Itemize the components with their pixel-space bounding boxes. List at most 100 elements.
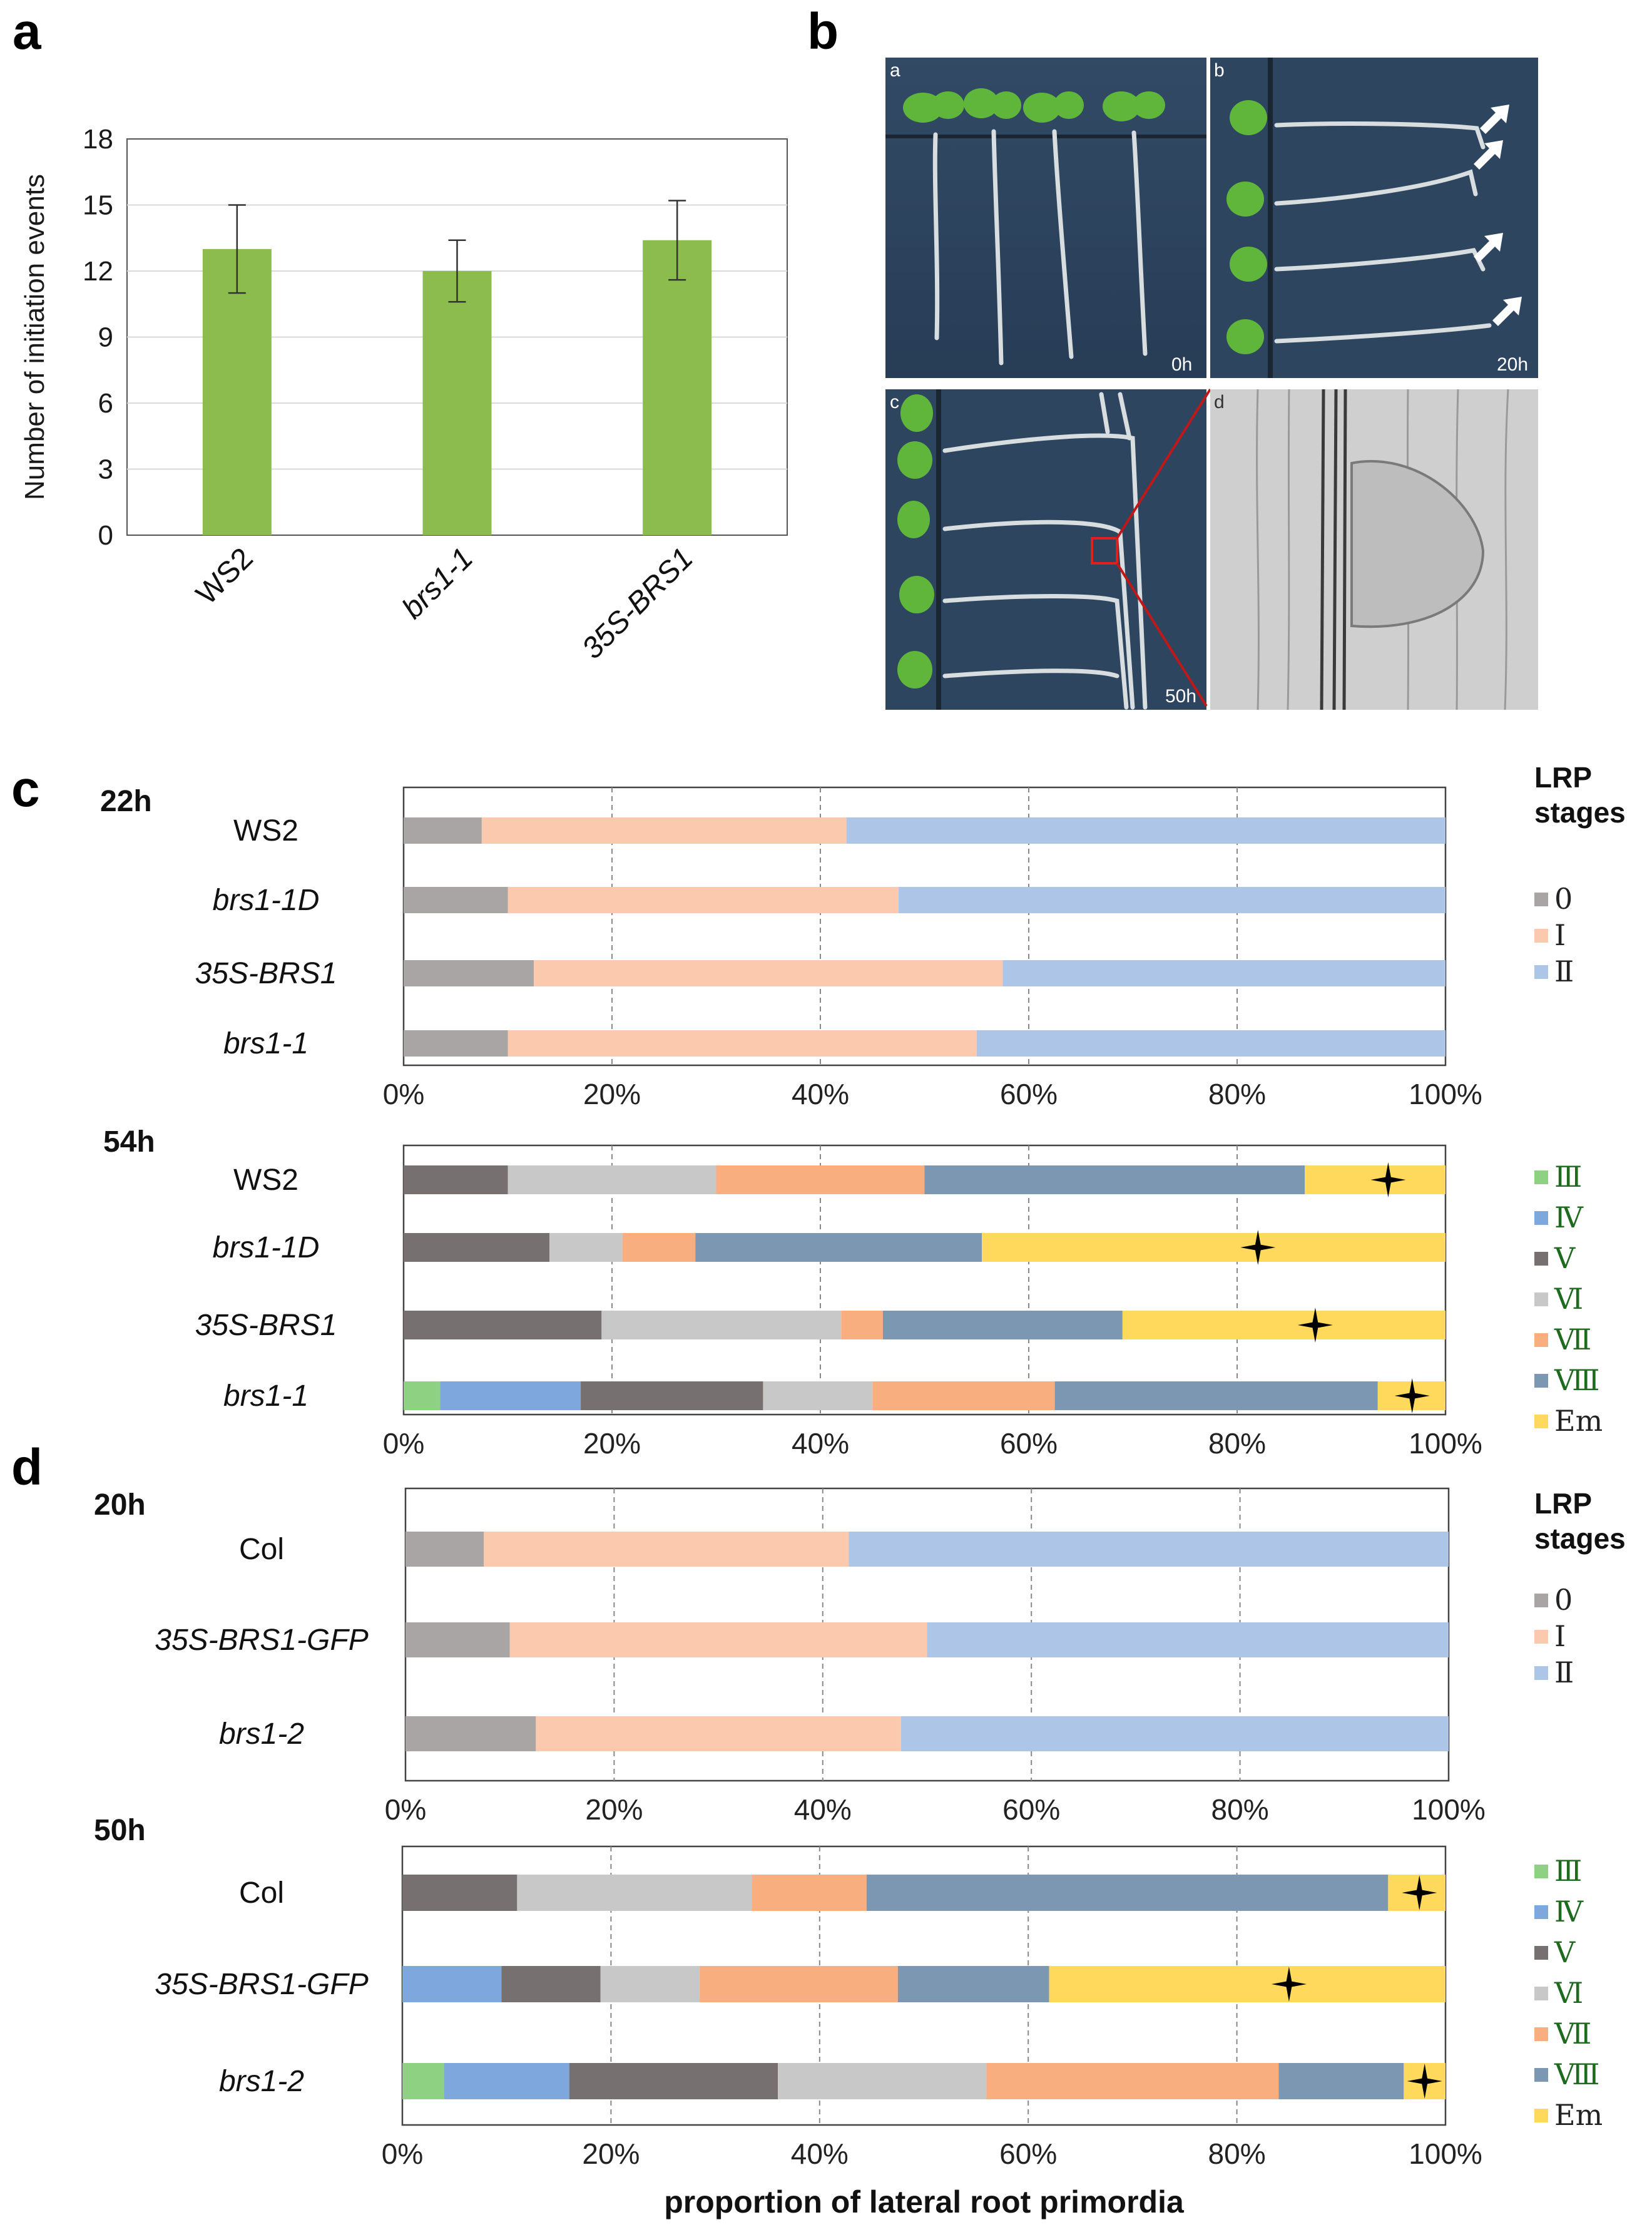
x-tick-label: 80% (1208, 1427, 1266, 1460)
legend-label-viii: Ⅷ (1554, 1363, 1599, 1397)
x-tick-label: 40% (791, 2137, 849, 2170)
bar-segment-35s-brs1-gfp-ii (927, 1622, 1449, 1657)
legend-swatch-vii (1534, 2027, 1548, 2041)
time-label: 50h (94, 1814, 146, 1847)
legend-title-line1: LRP (1534, 761, 1592, 794)
em-star-marker (1297, 1308, 1333, 1343)
bar-segment-col-0 (405, 1532, 484, 1567)
seedling-images-panel: a 0h b 20h (885, 58, 1538, 710)
legend-swatch-0 (1534, 893, 1548, 906)
bar-segment-ws2-v (404, 1165, 508, 1194)
y-tick-label: 6 (98, 388, 113, 419)
category-label-brs1-2: brs1-2 (219, 1717, 304, 1751)
legend-swatch-i (1534, 1630, 1548, 1644)
bar-segment-ws2-viii (924, 1165, 1305, 1194)
x-tick-label: 80% (1208, 2137, 1266, 2170)
category-label-35s-brs1-gfp: 35S-BRS1-GFP (155, 1624, 368, 1657)
bar-segment-brs1-1d-ii (898, 887, 1446, 913)
legend-title-line1: LRP (1534, 1487, 1592, 1520)
y-tick-label: 18 (83, 124, 113, 155)
y-axis-label: Number of initiation events (19, 174, 50, 500)
legend-swatch-i (1534, 929, 1548, 943)
legend-label-ii: Ⅱ (1554, 955, 1574, 988)
image-letter-c: c (890, 392, 899, 412)
seedling-image-50h: c 50h (885, 389, 1206, 710)
bar-segment-brs1-2-iii (402, 2063, 444, 2099)
category-label-ws2: WS2 (233, 1164, 298, 1197)
x-tick-label: 20% (583, 1427, 641, 1460)
y-tick-label: 3 (98, 454, 113, 485)
category-label-brs1-1d: brs1-1D (213, 884, 320, 917)
bar-segment-brs1-2-vii (986, 2063, 1279, 2099)
bar-segment-35s-brs1-ii (1002, 960, 1446, 986)
legend-label-viii: Ⅷ (1554, 2057, 1599, 2091)
x-tick-label: 40% (792, 1427, 849, 1460)
em-star-marker (1407, 2064, 1442, 2099)
legend-label-v: Ⅴ (1554, 1241, 1576, 1275)
bar-segment-brs1-1d-0 (404, 887, 508, 913)
legend-swatch-ii (1534, 965, 1548, 979)
bar-segment-35s-brs1-gfp-v (501, 1966, 601, 2002)
bar-segment-brs1-1-vii (872, 1381, 1055, 1410)
y-tick-label: 0 (98, 520, 113, 551)
legend-swatch-viii (1534, 2068, 1548, 2082)
bar-segment-35s-brs1-v (404, 1311, 602, 1339)
time-label: 54h (103, 1125, 155, 1159)
bar-segment-35s-brs1-vi (601, 1311, 842, 1339)
lrp-stages-20h-chart: 20h Col 35S-BRS1-GFP brs1-2 0% 20% 40% 60% 80% 10… (94, 1487, 1626, 1826)
image-letter-a: a (890, 60, 900, 81)
bar-segment-brs1-1d-vii (622, 1233, 696, 1262)
legend-swatch-vi (1534, 1293, 1548, 1306)
bar-segment-brs1-1-iv (440, 1381, 581, 1410)
bar-segment-col-vi (517, 1875, 752, 1911)
x-tick-label: 100% (1409, 2137, 1482, 2170)
time-label: 20h (94, 1488, 146, 1522)
bar-segment-ws2-0 (404, 817, 482, 844)
bar-segment-col-i (484, 1532, 849, 1567)
x-tick-label: 60% (1000, 1078, 1058, 1110)
x-tick-label: 80% (1211, 1793, 1269, 1826)
bar-segment-col-viii (866, 1875, 1389, 1911)
category-label-col: Col (239, 1876, 284, 1910)
legend-swatch-viii (1534, 1374, 1548, 1388)
em-star-marker (1402, 1875, 1437, 1910)
em-star-marker (1271, 1967, 1307, 2002)
bar-segment-brs1-1-ii (976, 1030, 1446, 1057)
legend-swatch-vii (1534, 1333, 1548, 1347)
bar-segment-35s-brs1-gfp-viii (897, 1966, 1049, 2002)
legend-swatch-ii (1534, 1666, 1548, 1680)
bar-segment-35s-brs1-0 (404, 960, 534, 986)
bar-segment-brs1-2-0 (405, 1716, 536, 1751)
bar-segment-brs1-1-iii (404, 1381, 441, 1410)
panel-letter-b: b (807, 3, 839, 60)
bar-segment-brs1-2-iv (444, 2063, 569, 2099)
legend-swatch-0 (1534, 1594, 1548, 1607)
x-tick-label: 60% (1000, 1427, 1058, 1460)
bar-35s-brs1 (643, 240, 712, 535)
bar-segment-col-ii (849, 1532, 1449, 1567)
bar-segment-35s-brs1-gfp-0 (405, 1622, 510, 1657)
legend-label-em: Em (1554, 2098, 1603, 2132)
legend-label-vii: Ⅶ (1554, 2017, 1591, 2050)
bar-segment-35s-brs1-gfp-vi (600, 1966, 700, 2002)
bar-segment-brs1-1-i (507, 1030, 977, 1057)
legend-swatch-iv (1534, 1211, 1548, 1225)
legend-swatch-iv (1534, 1905, 1548, 1919)
category-label-brs1-1: brs1-1 (223, 1027, 308, 1060)
bar-segment-ws2-vi (507, 1165, 716, 1194)
legend-label-0: 0 (1554, 1583, 1573, 1617)
legend-label-ii: Ⅱ (1554, 1656, 1574, 1689)
x-tick-label: 20% (582, 2137, 640, 2170)
legend-swatch-em (1534, 2109, 1548, 2122)
time-label: 22h (100, 785, 152, 818)
x-tick-label: 60% (1002, 1793, 1060, 1826)
category-label-col: Col (239, 1533, 284, 1566)
bar-segment-brs1-2-viii (1278, 2063, 1404, 2099)
bar-segment-brs1-2-i (536, 1716, 901, 1751)
legend-label-iv: Ⅳ (1554, 1200, 1584, 1234)
x-tick-label: 60% (999, 2137, 1057, 2170)
x-tick-label: 40% (792, 1078, 849, 1110)
legend-swatch-vi (1534, 1987, 1548, 2000)
panel-letter-d: d (11, 1439, 43, 1496)
